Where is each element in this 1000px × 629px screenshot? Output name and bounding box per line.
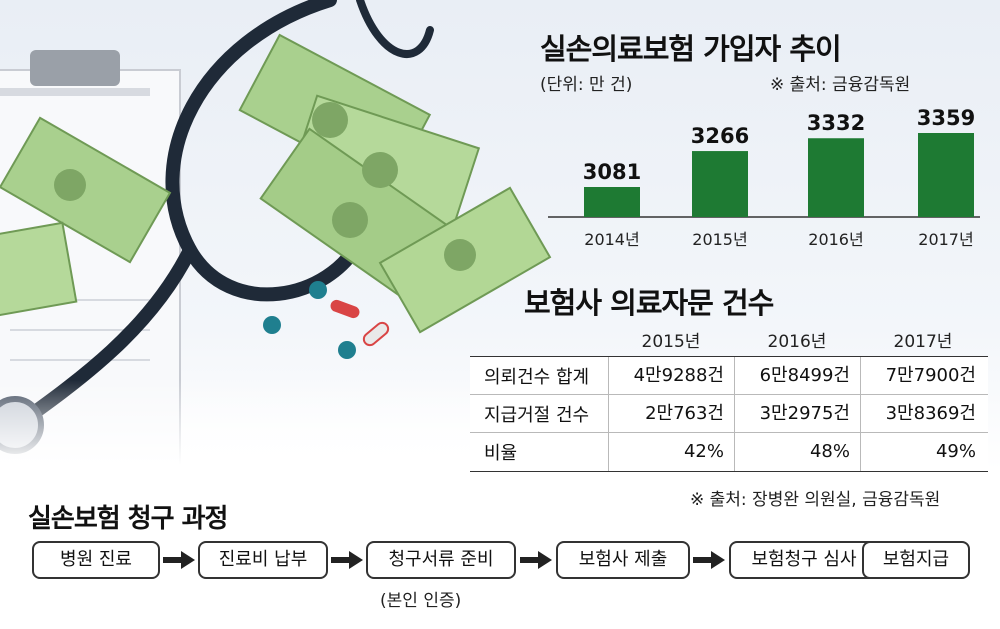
table-body: 의뢰건수 합계 4만9288건 6만8499건 7만7900건 지급거절 건수 … <box>470 356 988 472</box>
table-cell: 49% <box>860 433 986 471</box>
column-header: 2017년 <box>893 331 953 352</box>
table-row: 비율 42% 48% 49% <box>470 433 988 471</box>
column-header: 2015년 <box>641 331 701 352</box>
advisory-table: 2015년 2016년 2017년 의뢰건수 합계 4만9288건 6만8499… <box>470 322 988 472</box>
pill-icon <box>263 281 390 359</box>
arrow-right-icon <box>520 551 552 569</box>
row-label: 의뢰건수 합계 <box>484 366 590 388</box>
process-step: 보험청구 심사 <box>729 541 879 579</box>
table-title: 보험사 의료자문 건수 <box>524 286 774 320</box>
data-label: 3266 <box>691 124 749 148</box>
data-label: 3081 <box>583 160 641 184</box>
process-step: 병원 진료 <box>32 541 160 579</box>
process-step: 보험지급 <box>862 541 970 579</box>
column-header: 2016년 <box>767 331 827 352</box>
subscriber-bar-chart: 3081 2014년 3266 2015년 3332 2016년 3359 2017년 <box>548 106 980 249</box>
row-label: 비율 <box>484 443 518 464</box>
table-row: 의뢰건수 합계 4만9288건 6만8499건 7만7900건 <box>470 356 988 395</box>
process-step: 진료비 납부 <box>198 541 328 579</box>
table-cell: 42% <box>608 433 734 471</box>
table-cell: 4만9288건 <box>608 356 734 395</box>
x-tick-label: 2015년 <box>692 230 747 249</box>
table-cell: 3만8369건 <box>860 394 986 433</box>
x-tick-label: 2016년 <box>808 230 863 249</box>
arrow-right-icon <box>331 551 363 569</box>
row-label: 지급거절 건수 <box>484 404 590 426</box>
table-cell: 7만7900건 <box>860 356 986 395</box>
bar <box>918 133 974 217</box>
process-step: 보험사 제출 <box>556 541 690 579</box>
chart-unit: (단위: 만 건) <box>540 75 633 95</box>
bar <box>584 187 640 217</box>
process-note: (본인 인증) <box>380 591 462 611</box>
chart-title: 실손의료보험 가입자 추이 <box>540 32 842 66</box>
process-flow: 병원 진료 진료비 납부 청구서류 준비 보험사 제출 보험청구 심사 <box>26 541 986 581</box>
table-cell: 6만8499건 <box>734 356 860 395</box>
background-fade <box>0 380 560 480</box>
table-header: 2015년 2016년 2017년 <box>470 322 988 356</box>
table-source: ※ 출처: 장병완 의원실, 금융감독원 <box>690 490 941 510</box>
process-title: 실손보험 청구 과정 <box>28 504 228 534</box>
table-row: 지급거절 건수 2만763건 3만2975건 3만8369건 <box>470 394 988 433</box>
chart-source: ※ 출처: 금융감독원 <box>770 75 911 95</box>
arrow-right-icon <box>693 551 725 569</box>
data-label: 3332 <box>807 111 865 135</box>
data-label: 3359 <box>917 106 975 130</box>
table-cell: 3만2975건 <box>734 394 860 433</box>
banknote-icon <box>0 33 552 334</box>
arrow-right-icon <box>163 551 195 569</box>
x-tick-label: 2017년 <box>918 230 973 249</box>
x-tick-label: 2014년 <box>584 230 639 249</box>
table-cell: 2만763건 <box>608 394 734 433</box>
table-cell: 48% <box>734 433 860 471</box>
bar <box>808 138 864 217</box>
bar <box>692 151 748 217</box>
process-step: 청구서류 준비 <box>366 541 516 579</box>
